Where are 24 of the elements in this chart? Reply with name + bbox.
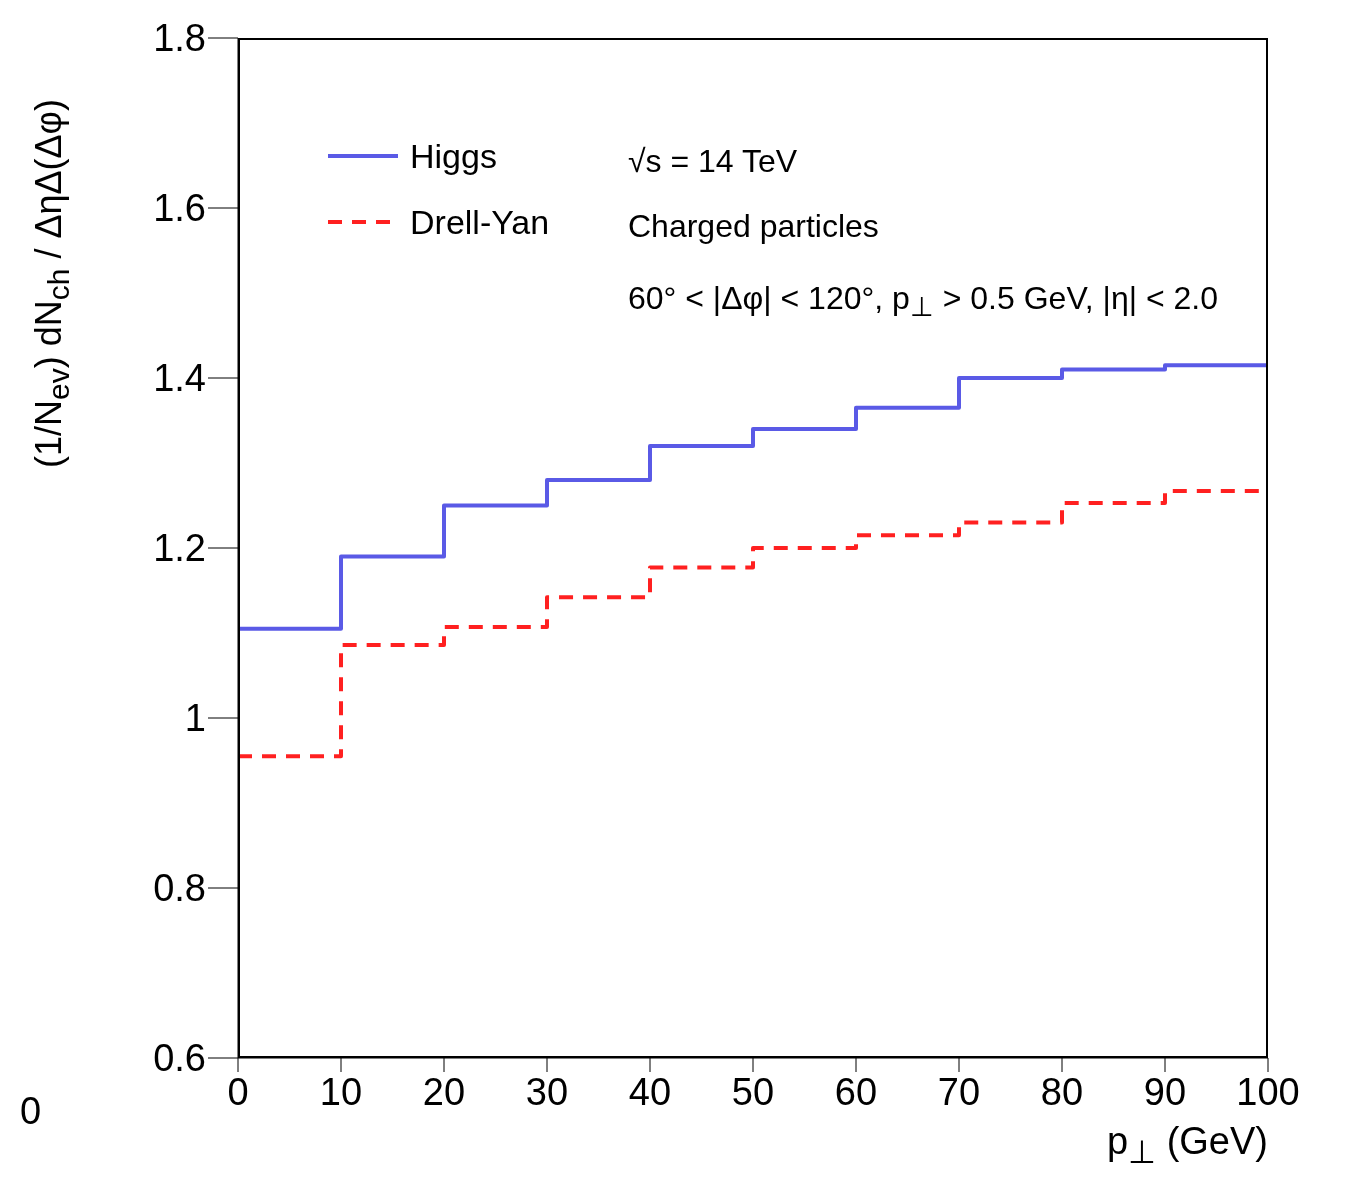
y-tick-label: 1.8 (153, 17, 206, 60)
x-tick-label: 60 (834, 1070, 878, 1113)
x-tick-label: 100 (1236, 1070, 1300, 1113)
x-tick-label: 10 (319, 1070, 363, 1113)
x-tick-label: 70 (937, 1070, 981, 1113)
x-tick-label: 40 (628, 1070, 672, 1113)
y-tick-label: 1.4 (153, 357, 206, 400)
y-tick-label: 1.6 (153, 187, 206, 230)
y-tick-label: 1.2 (153, 527, 206, 570)
legend-label: Higgs (410, 136, 497, 176)
annotation: Charged particles (628, 208, 879, 245)
annotation: √s = 14 TeV (628, 143, 798, 180)
x-tick-label: 80 (1040, 1070, 1084, 1113)
x-tick-label: 50 (731, 1070, 775, 1113)
x-tick-label: 20 (422, 1070, 466, 1113)
legend-label: Drell-Yan (410, 202, 550, 242)
y-tick-label: 0.8 (153, 867, 206, 910)
annotation: 60° < |Δφ| < 120°, p$_{⊥}$ > 0.5 GeV, |η| < 2.0 (628, 280, 1218, 324)
x-axis-title: p$_{⊥}$ (GeV) (1106, 1120, 1268, 1171)
x-tick-label: 30 (525, 1070, 569, 1113)
x-tick-label: 0 (227, 1070, 249, 1113)
y-tick-label: 1 (184, 697, 206, 740)
y-tick-label: 0.6 (153, 1037, 206, 1080)
x-tick-label: 90 (1143, 1070, 1187, 1113)
